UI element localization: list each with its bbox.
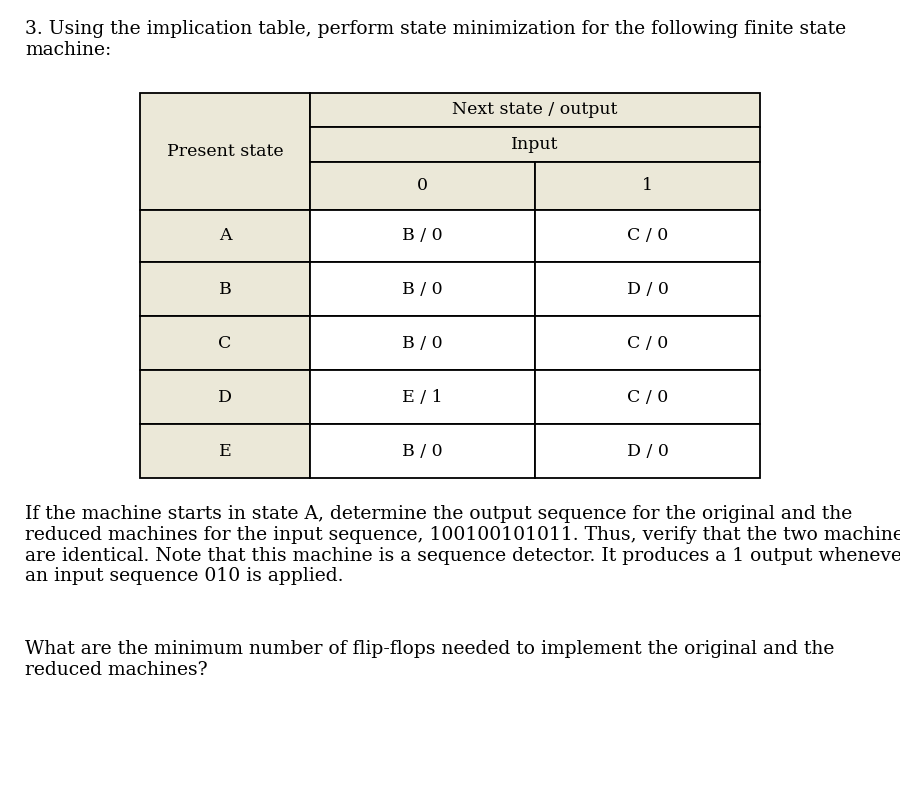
Bar xyxy=(140,424,310,478)
Bar xyxy=(535,262,760,316)
Text: 3. Using the implication table, perform state minimization for the following fin: 3. Using the implication table, perform … xyxy=(25,20,846,59)
Bar xyxy=(535,316,760,370)
Text: C / 0: C / 0 xyxy=(627,334,668,352)
Bar xyxy=(535,424,760,478)
Text: If the machine starts in state A, determine the output sequence for the original: If the machine starts in state A, determ… xyxy=(25,505,900,585)
Text: Input: Input xyxy=(511,136,559,153)
Text: 1: 1 xyxy=(642,178,653,195)
Bar xyxy=(310,162,535,210)
Text: B / 0: B / 0 xyxy=(402,228,443,245)
Text: E / 1: E / 1 xyxy=(402,388,443,406)
Text: What are the minimum number of flip-flops needed to implement the original and t: What are the minimum number of flip-flop… xyxy=(25,640,834,679)
Bar xyxy=(310,424,535,478)
Text: Next state / output: Next state / output xyxy=(453,102,617,118)
Text: C / 0: C / 0 xyxy=(627,228,668,245)
Text: C: C xyxy=(219,334,231,352)
Bar xyxy=(310,316,535,370)
Text: D / 0: D / 0 xyxy=(626,280,669,298)
Bar xyxy=(535,370,760,424)
Text: B / 0: B / 0 xyxy=(402,334,443,352)
Bar xyxy=(535,210,760,262)
Text: E: E xyxy=(219,442,231,460)
Text: B: B xyxy=(219,280,231,298)
Bar xyxy=(535,162,760,210)
Bar xyxy=(310,127,760,162)
Bar xyxy=(140,316,310,370)
Text: D: D xyxy=(218,388,232,406)
Text: C / 0: C / 0 xyxy=(627,388,668,406)
Bar xyxy=(310,370,535,424)
Bar xyxy=(310,262,535,316)
Bar xyxy=(140,210,310,262)
Text: B / 0: B / 0 xyxy=(402,442,443,460)
Text: A: A xyxy=(219,228,231,245)
Bar xyxy=(140,370,310,424)
Bar xyxy=(140,93,310,210)
Text: 0: 0 xyxy=(417,178,428,195)
Bar xyxy=(140,262,310,316)
Text: Present state: Present state xyxy=(166,143,284,160)
Text: B / 0: B / 0 xyxy=(402,280,443,298)
Bar xyxy=(310,210,535,262)
Text: D / 0: D / 0 xyxy=(626,442,669,460)
Bar xyxy=(310,93,760,127)
